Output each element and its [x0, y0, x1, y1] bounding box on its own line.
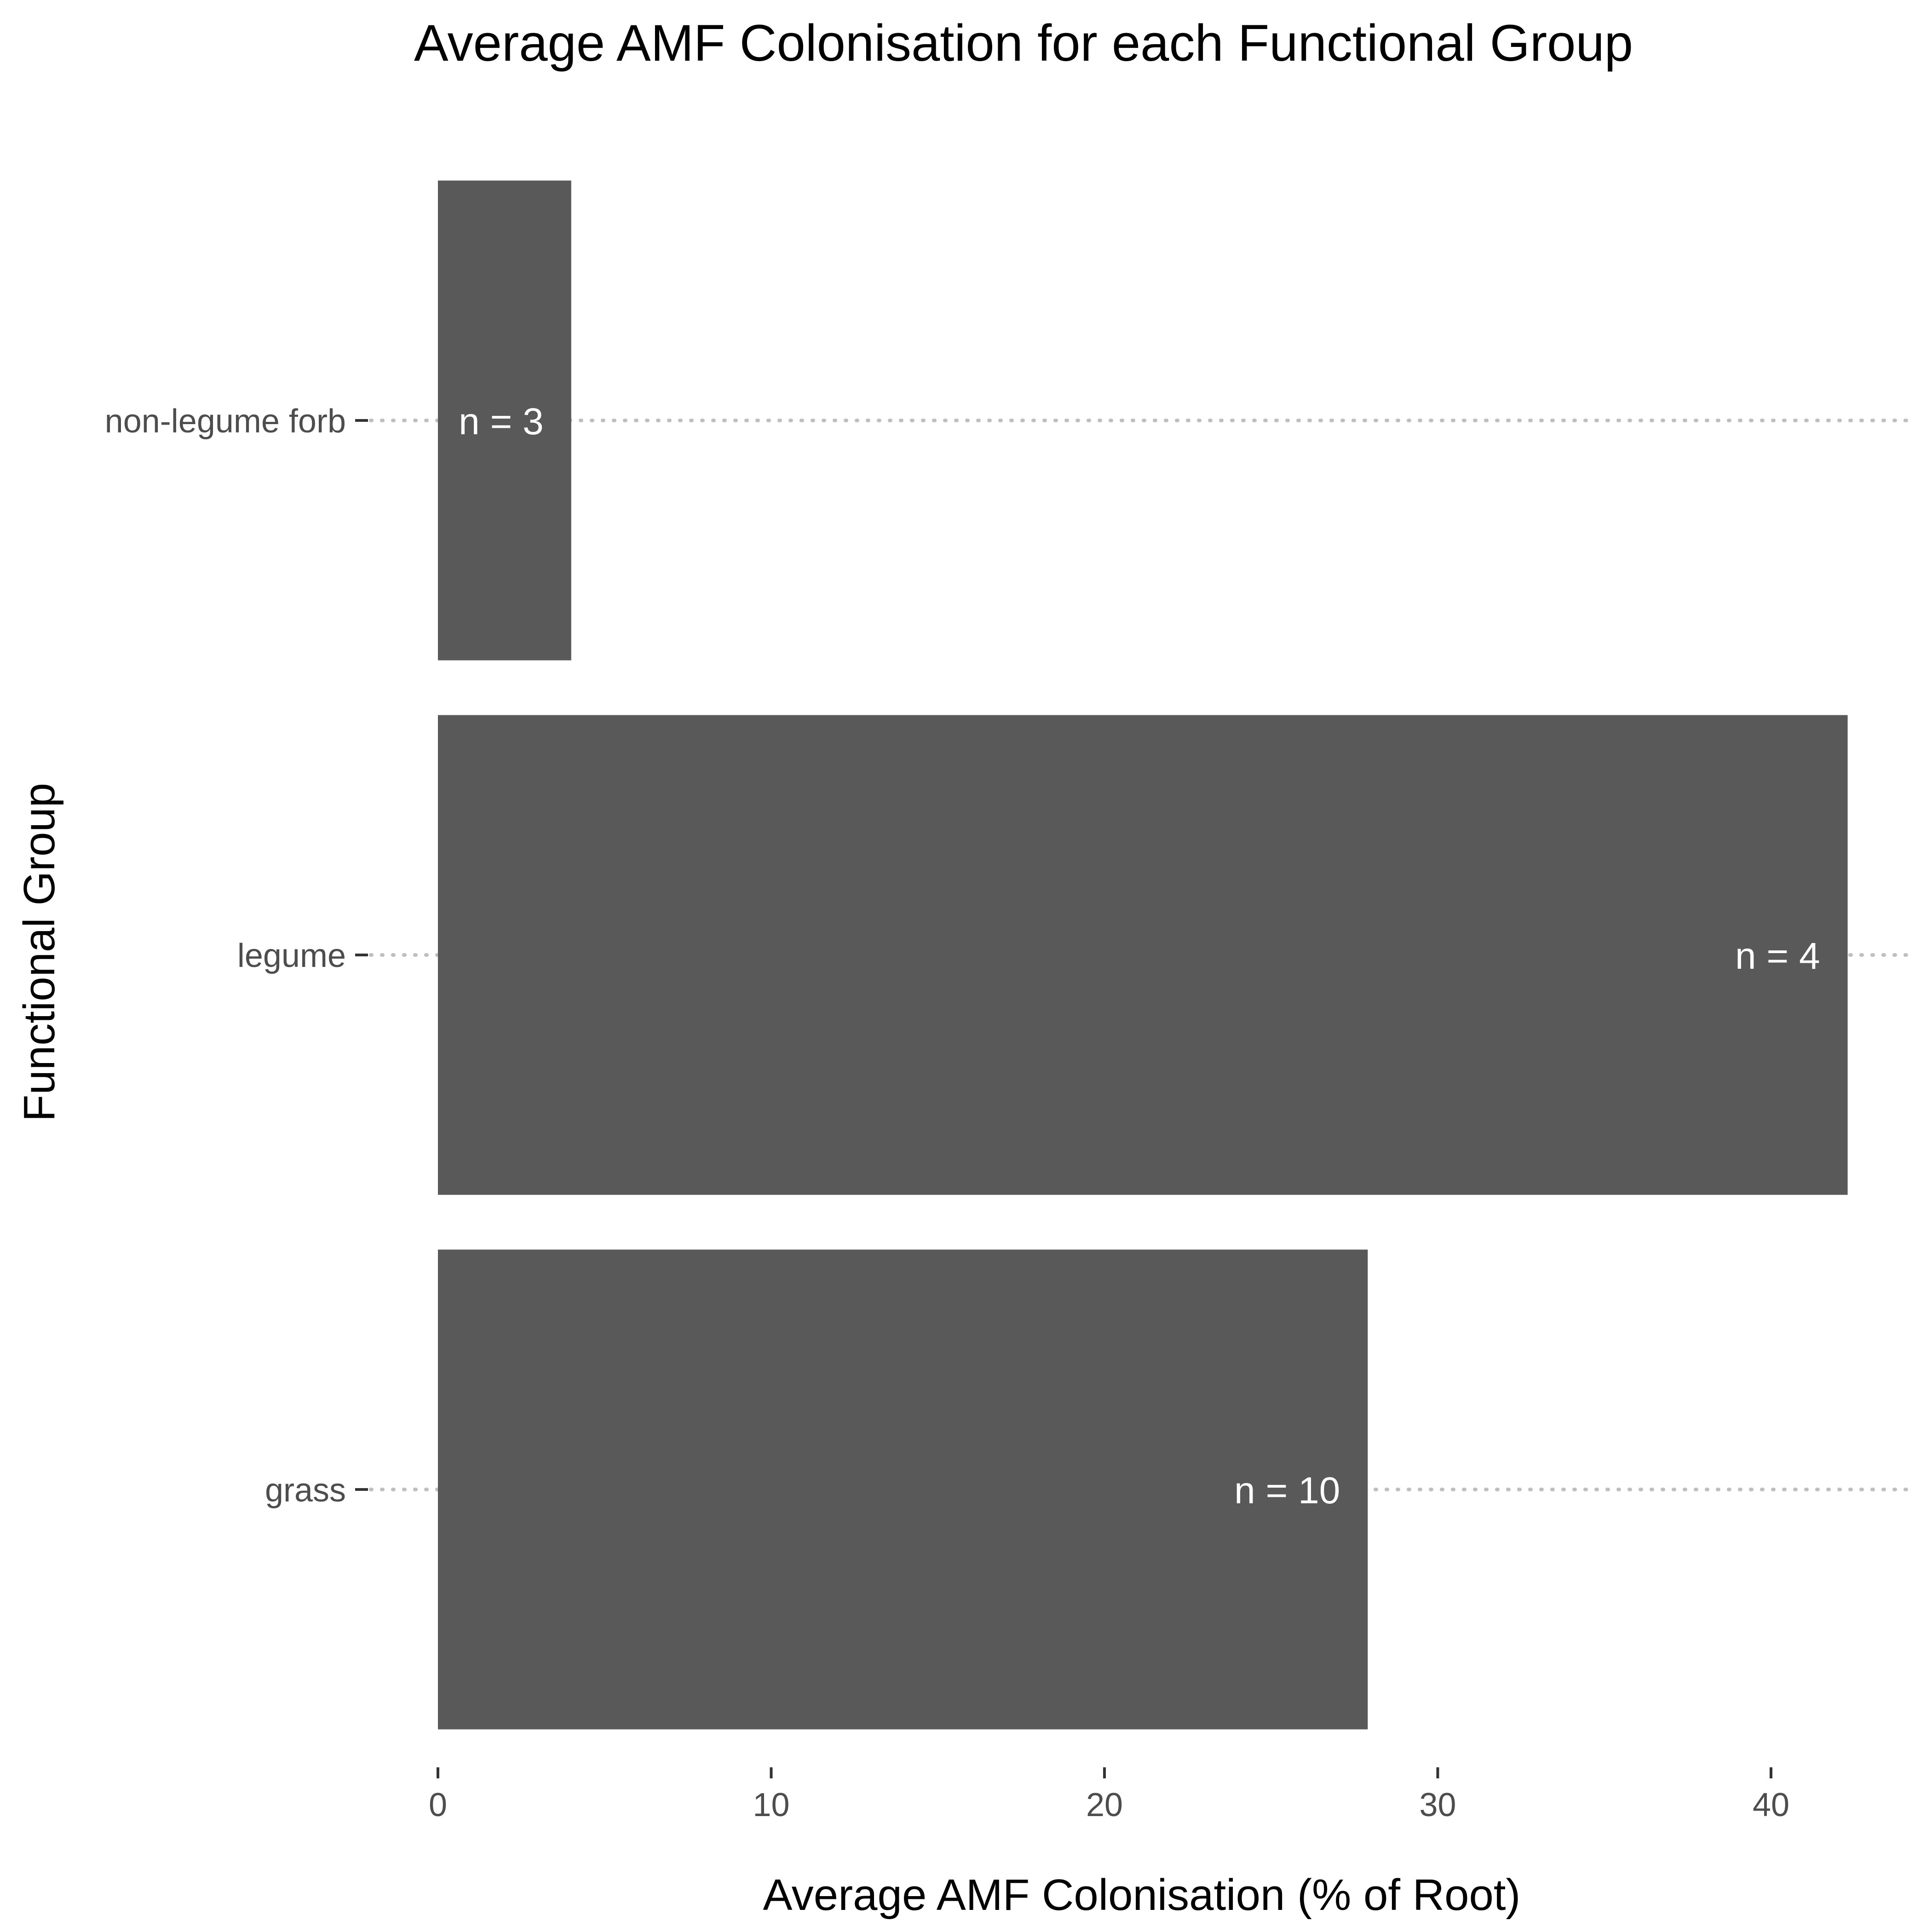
bar-legume — [438, 715, 1848, 1195]
bars — [438, 180, 1848, 1730]
bar-label-legume: n = 4 — [1735, 935, 1820, 977]
x-tick-label-20: 20 — [1086, 1787, 1123, 1823]
bar-labels: n = 3 n = 4 n = 10 — [459, 401, 1820, 1512]
x-tick-label-10: 10 — [753, 1787, 789, 1823]
y-tick-label-non-legume-forb: non-legume forb — [105, 403, 346, 440]
bar-label-grass: n = 10 — [1234, 1470, 1340, 1512]
bar-non-legume-forb — [438, 180, 571, 661]
y-tick-label-legume: legume — [237, 937, 346, 974]
bar-grass — [438, 1249, 1368, 1730]
x-axis: 0 10 20 30 40 — [429, 1767, 1789, 1823]
bar-label-non-legume-forb: n = 3 — [459, 401, 544, 443]
y-tick-label-grass: grass — [265, 1472, 346, 1509]
x-axis-title: Average AMF Colonisation (% of Root) — [763, 1870, 1521, 1920]
chart-title: Average AMF Colonisation for each Functi… — [414, 14, 1633, 72]
y-axis: non-legume forb legume grass — [105, 403, 368, 1509]
x-tick-label-0: 0 — [429, 1787, 447, 1823]
x-tick-label-30: 30 — [1419, 1787, 1456, 1823]
y-axis-title: Functional Group — [15, 783, 64, 1121]
x-tick-label-40: 40 — [1753, 1787, 1789, 1823]
